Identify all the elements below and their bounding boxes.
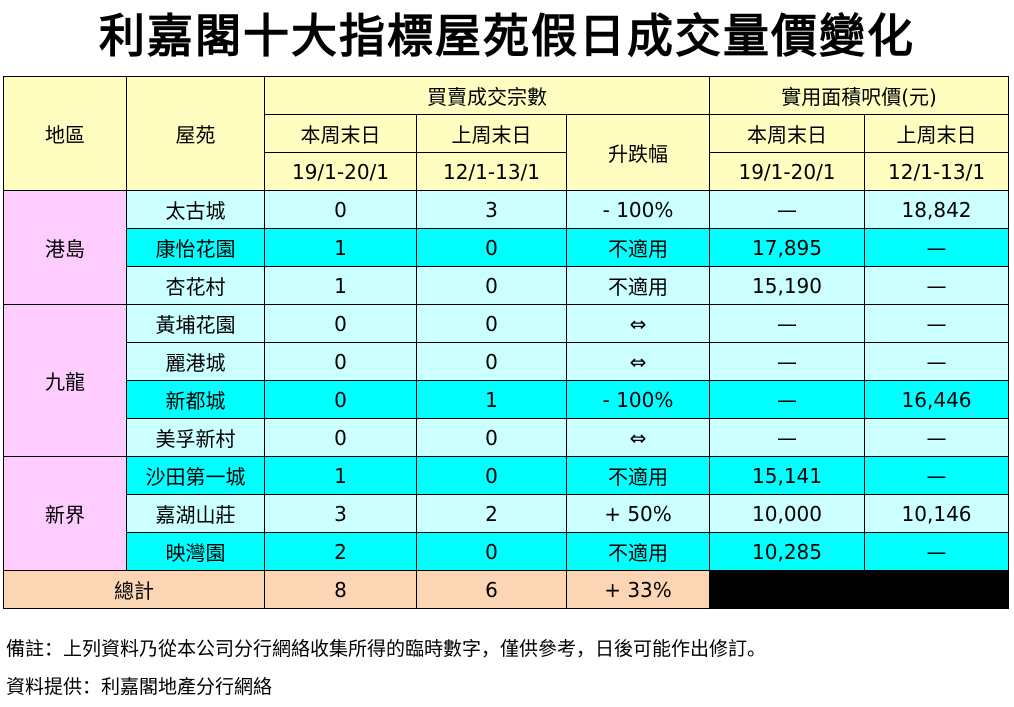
tx-last-cell: 0: [416, 456, 567, 495]
header-price-last: 上周末日: [864, 114, 1010, 153]
price-this-cell: 15,141: [709, 456, 866, 495]
transactions-table: 地區 屋苑 買賣成交宗數 實用面積呎價(元) 本周末日 上周末日 升跌幅 本周末…: [3, 76, 1010, 609]
table-row: 映灣園 2 0 不適用 10,285 —: [4, 532, 1010, 571]
price-this-cell: 17,895: [709, 228, 866, 267]
tx-this-cell: 0: [264, 418, 417, 457]
change-cell: 不適用: [565, 532, 711, 571]
estate-cell: 沙田第一城: [126, 456, 265, 495]
tx-this-cell: 0: [264, 342, 417, 381]
header-tx-last-dates: 12/1-13/1: [416, 152, 567, 191]
total-blank: [709, 570, 1010, 609]
table-row: 美孚新村 0 0 ⇔ — —: [4, 418, 1010, 457]
price-last-cell: —: [864, 228, 1010, 267]
tx-last-cell: 0: [416, 532, 567, 571]
estate-cell: 美孚新村: [126, 418, 265, 457]
price-last-cell: —: [864, 304, 1010, 343]
estate-cell: 杏花村: [126, 266, 265, 305]
price-this-cell: 10,285: [709, 532, 866, 571]
header-price-last-dates: 12/1-13/1: [864, 152, 1010, 191]
price-this-cell: —: [709, 380, 866, 419]
price-last-cell: —: [864, 266, 1010, 305]
header-price-this: 本周末日: [709, 114, 866, 153]
tx-this-cell: 1: [264, 228, 417, 267]
region-cell: 港島: [3, 190, 127, 305]
price-this-cell: —: [709, 304, 866, 343]
total-label: 總計: [3, 570, 265, 609]
total-last: 6: [416, 570, 567, 609]
header-tx-this: 本周末日: [264, 114, 417, 153]
change-cell: ⇔: [565, 418, 711, 457]
header-transactions: 買賣成交宗數: [263, 76, 711, 115]
region-cell: 九龍: [3, 304, 127, 457]
tx-last-cell: 0: [416, 418, 567, 457]
header-tx-last: 上周末日: [416, 114, 567, 153]
price-this-cell: 10,000: [709, 494, 866, 533]
change-cell: - 100%: [565, 380, 711, 419]
estate-cell: 麗港城: [126, 342, 265, 381]
table-row: 港島 太古城 0 3 - 100% — 18,842: [3, 190, 1010, 305]
change-cell: 不適用: [565, 456, 711, 495]
price-this-cell: —: [709, 342, 866, 381]
estate-cell: 新都城: [126, 380, 265, 419]
change-cell: - 100%: [565, 190, 711, 229]
remark-note: 備註：上列資料乃從本公司分行網絡收集所得的臨時數字，僅供參考，日後可能作出修訂。: [6, 638, 767, 660]
header-row: 地區 屋苑 買賣成交宗數 實用面積呎價(元): [3, 76, 1010, 191]
table-row: 新界 沙田第一城 1 0 不適用 15,141 —: [3, 456, 1010, 571]
table-row: 康怡花園 1 0 不適用 17,895 —: [4, 228, 1010, 267]
region-cell: 新界: [3, 456, 127, 571]
estate-cell: 映灣園: [126, 532, 265, 571]
change-cell: ⇔: [565, 304, 711, 343]
price-this-cell: —: [709, 190, 866, 229]
change-cell: 不適用: [565, 228, 711, 267]
header-price-this-dates: 19/1-20/1: [709, 152, 866, 191]
tx-last-cell: 0: [416, 304, 567, 343]
price-last-cell: 10,146: [864, 494, 1010, 533]
price-last-cell: —: [864, 532, 1010, 571]
tx-this-cell: 0: [264, 304, 417, 343]
tx-last-cell: 1: [416, 380, 567, 419]
tx-last-cell: 0: [416, 266, 567, 305]
change-cell: + 50%: [565, 494, 711, 533]
price-last-cell: 16,446: [864, 380, 1010, 419]
price-this-cell: 15,190: [709, 266, 866, 305]
source-note: 資料提供：利嘉閣地產分行網絡: [6, 676, 273, 698]
tx-last-cell: 0: [416, 228, 567, 267]
estate-cell: 黃埔花園: [126, 304, 265, 343]
tx-last-cell: 0: [416, 342, 567, 381]
total-this: 8: [264, 570, 417, 609]
price-last-cell: —: [864, 342, 1010, 381]
page-title: 利嘉閣十大指標屋苑假日成交量價變化: [99, 9, 915, 63]
header-change: 升跌幅: [565, 114, 711, 191]
table-row: 九龍 黃埔花園 0 0 ⇔ — —: [3, 304, 1010, 457]
table-row: 新都城 0 1 - 100% — 16,446: [4, 380, 1010, 419]
tx-this-cell: 1: [264, 266, 417, 305]
estate-cell: 康怡花園: [126, 228, 265, 267]
estate-cell: 嘉湖山莊: [126, 494, 265, 533]
price-this-cell: —: [709, 418, 866, 457]
table-row: 杏花村 1 0 不適用 15,190 —: [4, 266, 1010, 305]
tx-last-cell: 2: [416, 494, 567, 533]
tx-this-cell: 0: [264, 380, 417, 419]
table-row: 嘉湖山莊 3 2 + 50% 10,000 10,146: [4, 494, 1010, 533]
tx-this-cell: 0: [264, 190, 417, 229]
price-last-cell: —: [864, 456, 1010, 495]
estate-cell: 太古城: [126, 190, 265, 229]
tx-this-cell: 3: [264, 494, 417, 533]
price-last-cell: —: [864, 418, 1010, 457]
total-row: 總計 8 6 + 33%: [3, 570, 1010, 609]
change-cell: ⇔: [565, 342, 711, 381]
header-region: 地區: [3, 76, 127, 191]
tx-this-cell: 1: [264, 456, 417, 495]
price-last-cell: 18,842: [864, 190, 1010, 229]
header-estate: 屋苑: [126, 76, 265, 191]
header-tx-this-dates: 19/1-20/1: [264, 152, 417, 191]
header-subrow: 本周末日 上周末日 升跌幅 本周末日 上周末日: [3, 114, 1010, 191]
header-price: 實用面積呎價(元): [709, 76, 1010, 115]
change-cell: 不適用: [565, 266, 711, 305]
tx-last-cell: 3: [416, 190, 567, 229]
table-row: 麗港城 0 0 ⇔ — —: [4, 342, 1010, 381]
total-change: + 33%: [565, 570, 711, 609]
tx-this-cell: 2: [264, 532, 417, 571]
